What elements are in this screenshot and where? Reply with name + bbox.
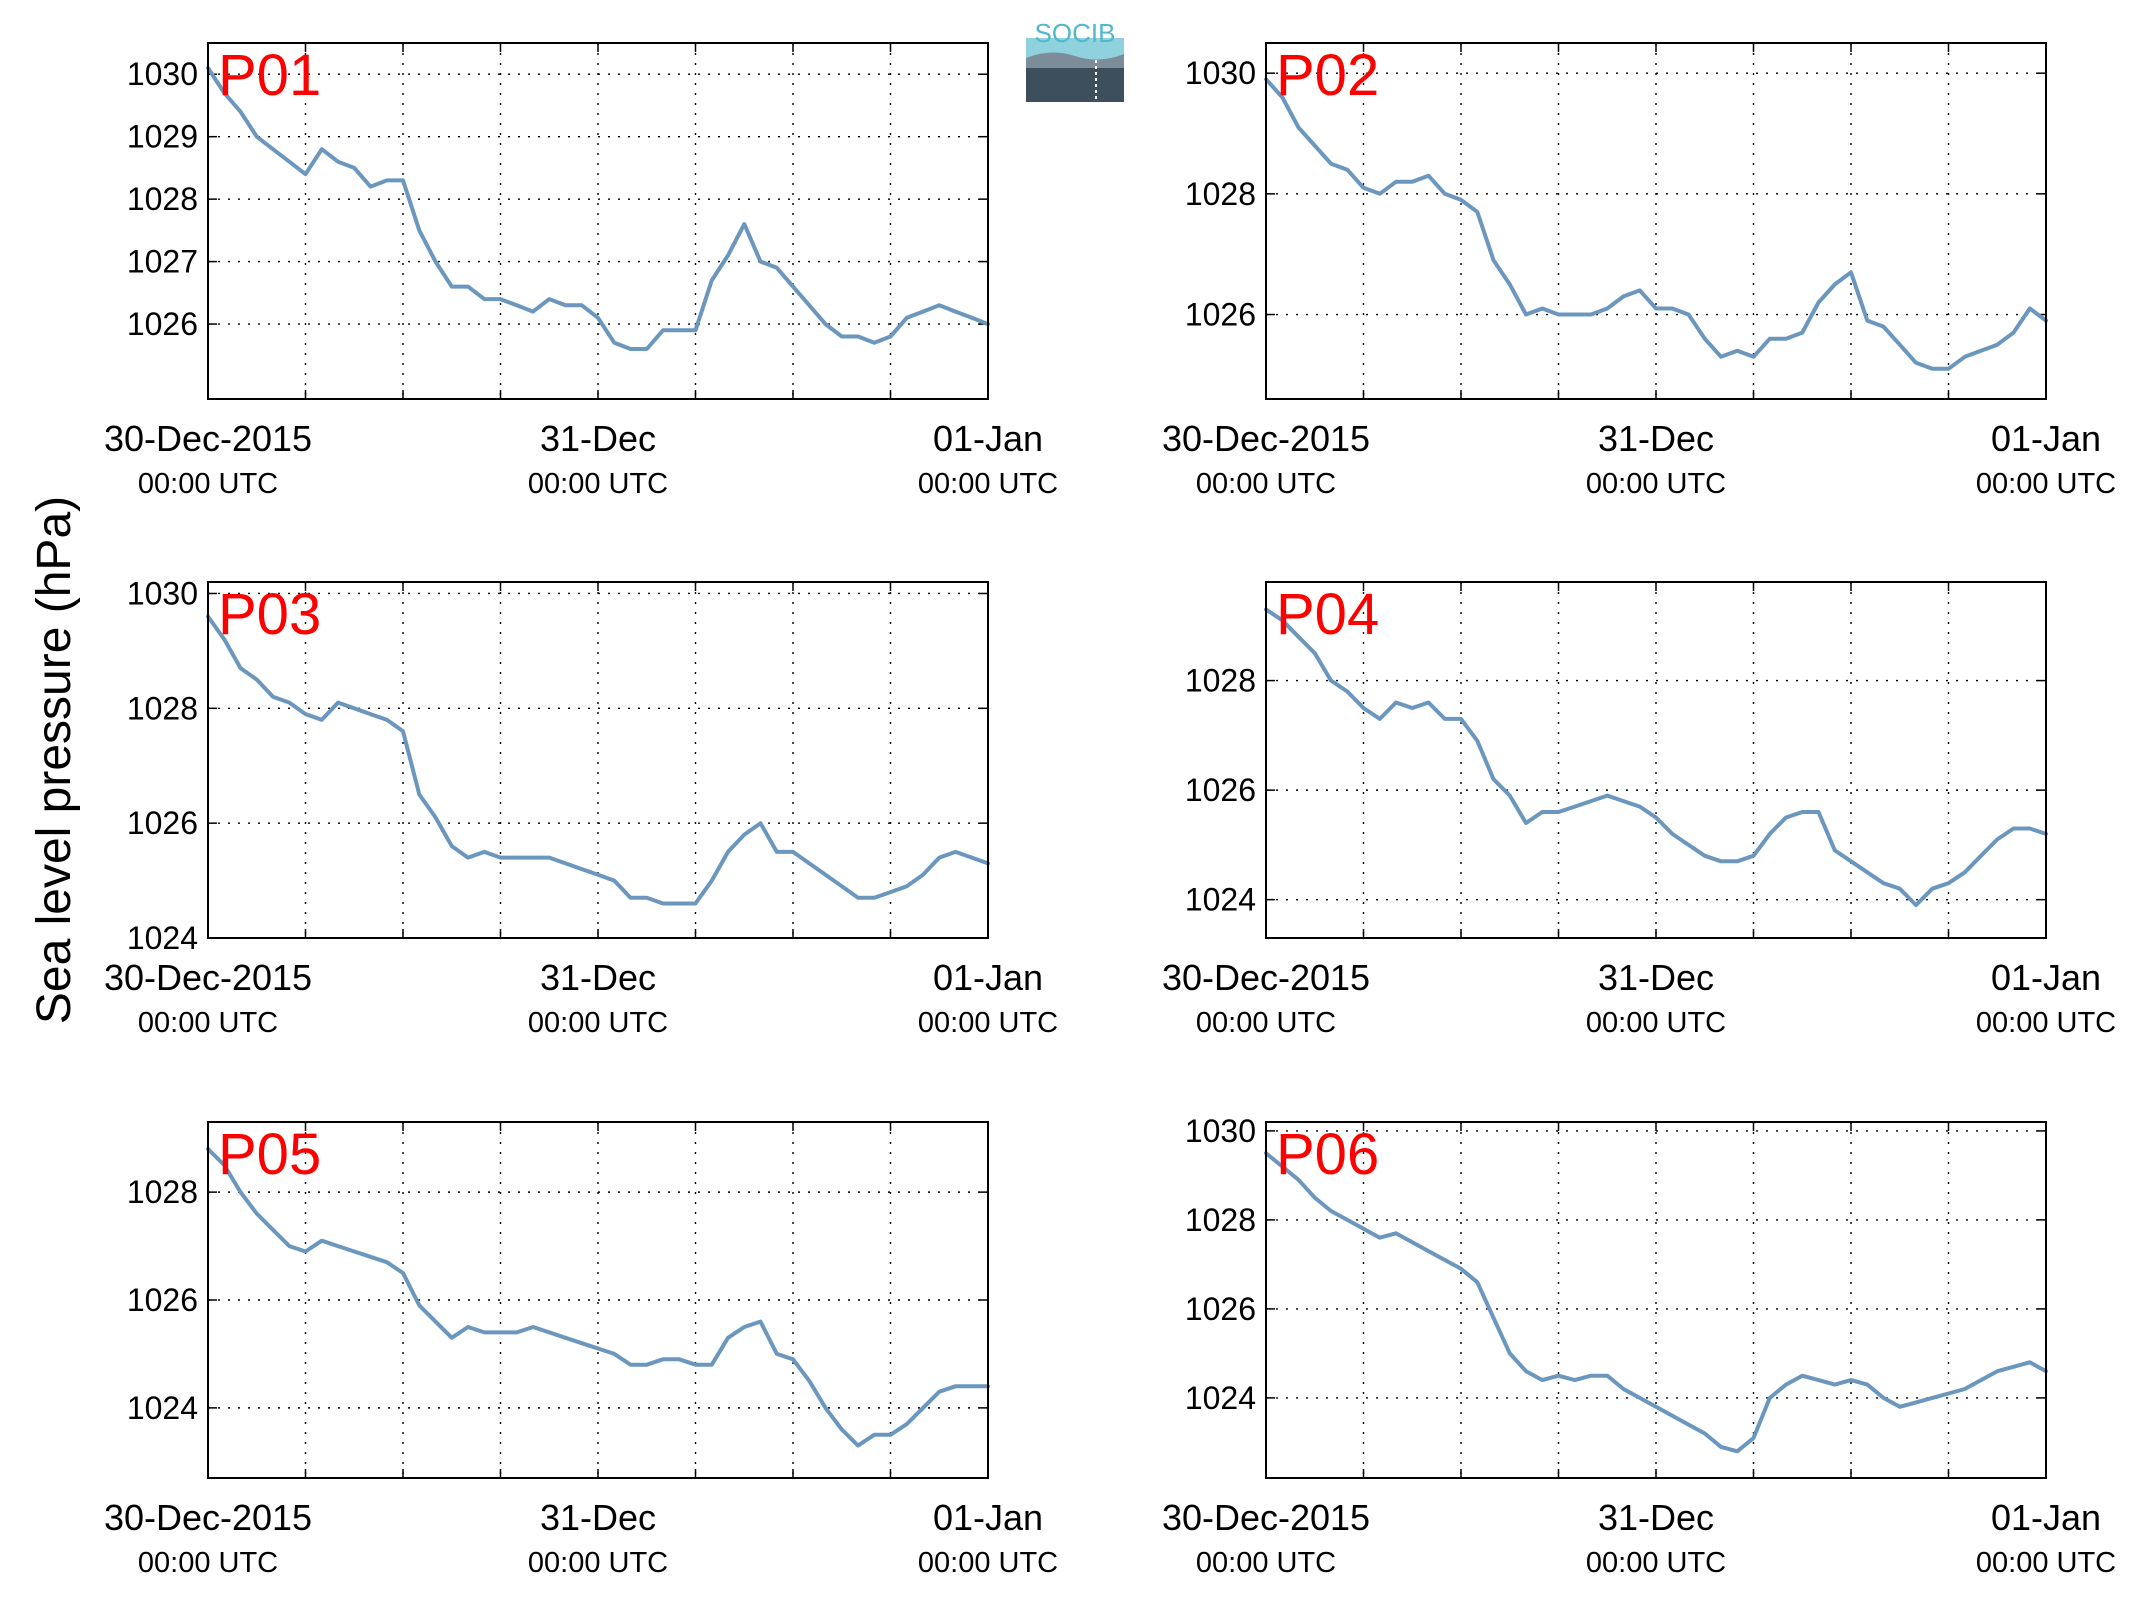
chart-panel-p04: 1024 1026 1028 30-Dec-2015 00:00 UTC 31-Dec 00… [1162, 581, 2116, 1039]
panel-label: P05 [218, 1122, 321, 1187]
x-tick-label-time: 00:00 UTC [528, 1007, 668, 1039]
x-tick-label-time: 00:00 UTC [1586, 1007, 1726, 1039]
chart-panel-p02: 1026 1028 1030 30-Dec-2015 00:00 UTC 31-Dec 00… [1162, 42, 2116, 500]
x-tick-label-date: 01-Jan [933, 957, 1043, 998]
plot-frame [1265, 581, 2047, 939]
y-tick-label: 1026 [127, 306, 198, 342]
x-tick-label-time: 00:00 UTC [918, 1007, 1058, 1039]
x-tick-label-date: 30-Dec-2015 [104, 1497, 312, 1538]
x-tick-label-time: 00:00 UTC [1196, 1547, 1336, 1579]
plot-frame [1265, 1121, 2047, 1479]
panel-label: P06 [1276, 1122, 1379, 1187]
y-axis-label: Sea level pressure (hPa) [28, 496, 81, 1024]
logo-text: SOCIB [1035, 18, 1116, 48]
x-tick-label-time: 00:00 UTC [1586, 468, 1726, 500]
x-tick-label-date: 31-Dec [1598, 1497, 1714, 1538]
pressure-series-line [206, 66, 990, 351]
y-tick-label: 1028 [127, 1174, 198, 1210]
x-tick-label-date: 31-Dec [1598, 418, 1714, 459]
panel-label: P03 [218, 582, 321, 647]
y-tick-label: 1030 [1185, 1113, 1256, 1149]
x-tick-label-date: 30-Dec-2015 [1162, 1497, 1370, 1538]
x-tick-label-date: 01-Jan [1991, 418, 2101, 459]
x-tick-label-date: 31-Dec [1598, 957, 1714, 998]
y-tick-label: 1026 [1185, 772, 1256, 808]
x-tick-label-date: 01-Jan [933, 1497, 1043, 1538]
y-tick-label: 1030 [1185, 55, 1256, 91]
x-tick-label-date: 01-Jan [933, 418, 1043, 459]
pressure-series-line [1264, 77, 2048, 371]
y-tick-label: 1028 [1185, 1202, 1256, 1238]
y-tick-label: 1028 [127, 690, 198, 726]
panel-label: P02 [1276, 43, 1379, 108]
x-tick-label-date: 01-Jan [1991, 1497, 2101, 1538]
y-tick-label: 1026 [127, 805, 198, 841]
plot-frame [207, 1121, 989, 1479]
chart-panel-p01: 1026 1027 1028 1029 1030 30-Dec-2015 00:00 UTC… [104, 42, 1058, 500]
x-tick-label-date: 30-Dec-2015 [1162, 418, 1370, 459]
x-tick-label-time: 00:00 UTC [528, 468, 668, 500]
x-tick-label-time: 00:00 UTC [1976, 1547, 2116, 1579]
pressure-series-line [206, 614, 990, 906]
x-tick-label-time: 00:00 UTC [138, 1547, 278, 1579]
y-tick-label: 1026 [127, 1282, 198, 1318]
y-tick-label: 1030 [127, 56, 198, 92]
pressure-series-line [1264, 1151, 2048, 1454]
pressure-series-line [1264, 607, 2048, 908]
chart-panel-p03: 1024 1026 1028 1030 30-Dec-2015 00:00 UTC 31-D… [104, 575, 1058, 1039]
y-tick-label: 1027 [127, 244, 198, 280]
chart-panel-p06: 1024 1026 1028 1030 30-Dec-2015 00:00 UTC 31-D… [1162, 1113, 2116, 1579]
x-tick-label-date: 31-Dec [540, 1497, 656, 1538]
x-tick-label-time: 00:00 UTC [918, 468, 1058, 500]
x-tick-label-date: 30-Dec-2015 [104, 418, 312, 459]
y-tick-label: 1026 [1185, 297, 1256, 333]
x-tick-label-time: 00:00 UTC [1976, 468, 2116, 500]
y-tick-label: 1028 [127, 181, 198, 217]
socib-logo: SOCIB [1026, 18, 1124, 102]
x-tick-label-time: 00:00 UTC [138, 1007, 278, 1039]
x-tick-label-time: 00:00 UTC [528, 1547, 668, 1579]
pressure-series-line [206, 1147, 990, 1448]
plot-frame [1265, 42, 2047, 400]
x-tick-label-time: 00:00 UTC [918, 1547, 1058, 1579]
panel-label: P01 [218, 43, 321, 108]
logo-sky-shape [1026, 38, 1124, 60]
y-tick-label: 1026 [1185, 1291, 1256, 1327]
y-tick-label: 1024 [127, 920, 198, 956]
x-tick-label-date: 31-Dec [540, 418, 656, 459]
x-tick-label-time: 00:00 UTC [138, 468, 278, 500]
y-tick-label: 1024 [1185, 1380, 1256, 1416]
x-tick-label-date: 01-Jan [1991, 957, 2101, 998]
x-tick-label-date: 30-Dec-2015 [1162, 957, 1370, 998]
y-tick-label: 1030 [127, 575, 198, 611]
x-tick-label-time: 00:00 UTC [1586, 1547, 1726, 1579]
y-tick-label: 1024 [127, 1390, 198, 1426]
chart-panel-p05: 1024 1026 1028 30-Dec-2015 00:00 UTC 31-Dec 00… [104, 1121, 1058, 1579]
x-tick-label-time: 00:00 UTC [1976, 1007, 2116, 1039]
plot-frame [207, 581, 989, 939]
plot-frame [207, 42, 989, 400]
panel-label: P04 [1276, 582, 1379, 647]
x-tick-label-date: 31-Dec [540, 957, 656, 998]
x-tick-label-time: 00:00 UTC [1196, 468, 1336, 500]
x-tick-label-time: 00:00 UTC [1196, 1007, 1336, 1039]
y-tick-label: 1024 [1185, 882, 1256, 918]
y-tick-label: 1028 [1185, 176, 1256, 212]
y-tick-label: 1029 [127, 119, 198, 155]
y-tick-label: 1028 [1185, 663, 1256, 699]
x-tick-label-date: 30-Dec-2015 [104, 957, 312, 998]
